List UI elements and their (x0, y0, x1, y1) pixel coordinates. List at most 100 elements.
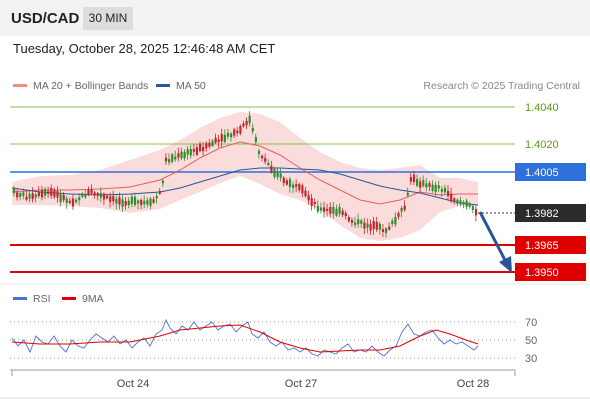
candle-body (357, 219, 360, 225)
candle-body (375, 221, 378, 230)
candle-body (158, 191, 161, 194)
timestamp: Tuesday, October 28, 2025 12:46:48 AM CE… (13, 41, 276, 56)
candle-body (360, 220, 363, 224)
candle-body (168, 159, 171, 163)
candle-body (164, 157, 168, 162)
candle-body (264, 158, 267, 162)
projection-arrowhead-icon (499, 256, 512, 273)
candle-body (381, 229, 385, 232)
legend-ma20-label: MA 20 + Bollinger Bands (33, 80, 149, 92)
candle-body (133, 197, 137, 205)
candle-body (310, 198, 313, 206)
candle-body (68, 200, 71, 203)
candle-body (465, 200, 468, 207)
candle-body (267, 162, 270, 166)
support-label-1-3965: 1.3965 (525, 240, 559, 252)
candle-body (87, 189, 90, 195)
candle-body (406, 192, 409, 196)
candle-body (34, 194, 37, 198)
ma50-line (11, 167, 479, 206)
projection-arrow-line (478, 211, 508, 263)
candle-body (251, 127, 254, 132)
ma9-legend-label: 9MA (82, 293, 104, 305)
candle-body (233, 129, 236, 136)
header-bar: USD/CAD 30 MIN (0, 0, 590, 36)
candle-body (419, 181, 422, 188)
candle-body (462, 202, 465, 205)
candle-body (344, 213, 347, 217)
current-price-box (515, 204, 586, 222)
bollinger-band (12, 112, 478, 241)
candle-body (161, 180, 164, 184)
candle-body (400, 207, 403, 212)
candle-body (155, 195, 158, 199)
candle-body (99, 192, 102, 198)
x-label-oct24: Oct 24 (117, 378, 149, 390)
candle-body (115, 198, 118, 204)
candle-body (295, 184, 298, 187)
candle-body (248, 115, 251, 124)
candle-body (285, 180, 288, 185)
candle-body (220, 134, 223, 142)
candle-body (121, 199, 124, 207)
candle-body (416, 178, 419, 186)
candle-body (28, 193, 31, 199)
candle-body (143, 200, 146, 205)
support-label-1-3950: 1.3950 (525, 267, 559, 279)
timeframe-button[interactable]: 30 MIN (83, 7, 133, 30)
candle-body (56, 191, 59, 198)
candle-body (217, 139, 220, 142)
candle-body (31, 193, 34, 200)
x-label-oct27: Oct 27 (285, 378, 317, 390)
candle-body (130, 196, 133, 204)
candle-body (53, 189, 56, 197)
candle-body (301, 185, 304, 194)
level-label-1-4020: 1.4020 (525, 139, 559, 151)
candle-body (211, 140, 214, 147)
candle-body (149, 198, 152, 206)
candle-body (366, 223, 369, 228)
candle-body (341, 210, 344, 215)
candle-body (90, 189, 93, 194)
candle-body (412, 174, 416, 183)
ma50-swatch-icon (156, 83, 170, 87)
candle-body (13, 188, 16, 194)
candle-body (453, 198, 456, 202)
candle-body (378, 223, 381, 230)
candle-body (183, 151, 186, 159)
candle-body (354, 222, 357, 226)
candle-body (338, 206, 341, 214)
candle-body (372, 221, 375, 230)
pivot-label-box (515, 163, 586, 181)
candle-body (118, 197, 121, 205)
candle-body (186, 149, 189, 155)
candle-body (102, 193, 106, 200)
candle-body (474, 208, 478, 216)
candle-body (205, 143, 208, 149)
candle-body (254, 137, 257, 142)
candle-body (44, 189, 47, 196)
candle-body (124, 201, 127, 206)
candle-body (363, 222, 366, 229)
candle-body (208, 142, 211, 147)
candle-body (313, 201, 316, 205)
candle-body (279, 173, 282, 178)
candle-body (226, 132, 230, 137)
candle-body (75, 199, 78, 203)
candle-body (323, 207, 326, 212)
candle-body (397, 212, 400, 217)
candle-body (257, 150, 261, 155)
candle-body (50, 187, 53, 196)
candle-body (347, 217, 350, 222)
candle-body (180, 151, 183, 159)
rsi-9ma-line (11, 324, 479, 353)
candle-body (391, 220, 394, 224)
ma20-line (11, 141, 478, 205)
candle-body (298, 184, 301, 191)
candle-body (270, 165, 273, 173)
candle-body (459, 200, 462, 205)
candle-body (109, 196, 112, 202)
candle-body (332, 206, 335, 214)
current-price-label: 1.3982 (525, 208, 559, 220)
candle-body (335, 208, 338, 216)
